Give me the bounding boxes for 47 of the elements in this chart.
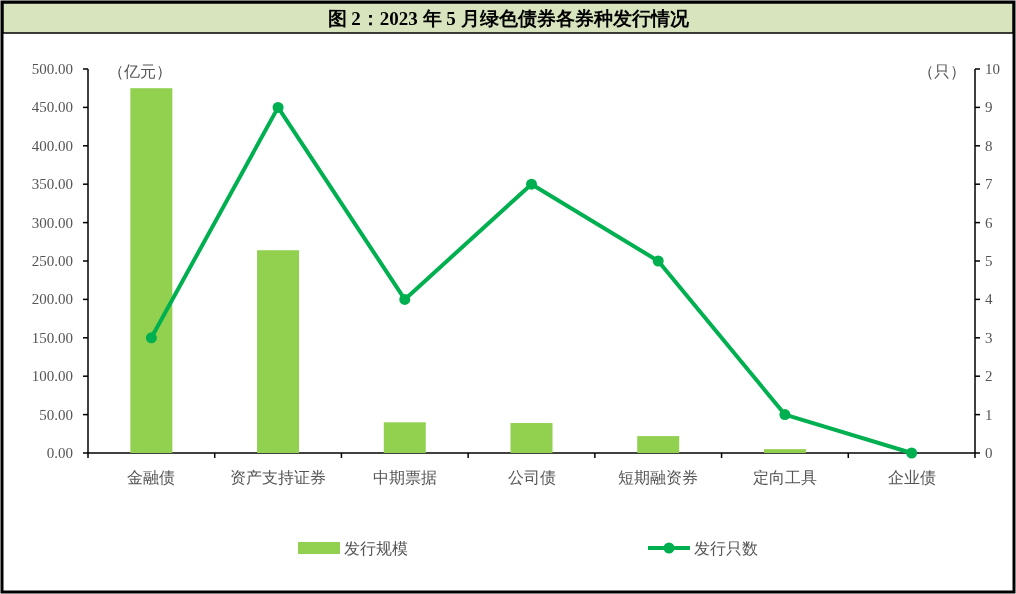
x-tick-label: 企业债	[887, 469, 936, 486]
y2-tick-label: 3	[985, 329, 993, 346]
y-tick-label: 500.00	[31, 61, 73, 77]
x-tick-label: 短期融资券	[618, 469, 699, 486]
x-tick-label: 公司债	[507, 469, 556, 486]
bar	[383, 422, 426, 453]
bar	[637, 436, 680, 453]
y2-tick-label: 1	[985, 406, 993, 423]
y2-tick-label: 2	[985, 368, 993, 385]
x-tick-label: 金融债	[127, 469, 176, 486]
bar	[510, 423, 553, 453]
legend-label: 发行规模	[344, 540, 408, 557]
y2-tick-label: 6	[985, 214, 993, 231]
y2-tick-label: 8	[985, 137, 993, 154]
y-tick-label: 350.00	[31, 176, 73, 193]
y2-tick-label: 0	[985, 445, 993, 461]
chart-title: 图 2：2023 年 5 月绿色债券各券种发行情况	[327, 8, 690, 29]
point	[145, 332, 157, 344]
y2-tick-label: 5	[985, 253, 993, 269]
point	[526, 178, 537, 190]
y-tick-label: 400.00	[31, 137, 73, 154]
y2-axis-title: （只）	[918, 63, 966, 80]
bar	[130, 88, 173, 453]
y-tick-label: 200.00	[31, 291, 73, 308]
point	[779, 409, 791, 421]
y2-tick-label: 10	[985, 61, 1000, 77]
point	[906, 447, 918, 459]
point	[652, 255, 664, 267]
y2-tick-label: 9	[985, 99, 993, 116]
y-tick-label: 300.00	[31, 214, 73, 231]
point	[399, 293, 411, 305]
y-tick-label: 50.00	[39, 406, 73, 423]
y-tick-label: 450.00	[31, 99, 73, 116]
y-axis-title: （亿元）	[108, 63, 172, 80]
legend-label: 发行只数	[694, 540, 758, 557]
x-tick-label: 资产支持证券	[230, 469, 327, 486]
x-tick-label: 中期票据	[372, 469, 437, 486]
y2-tick-label: 7	[985, 176, 993, 193]
y2-tick-label: 4	[985, 291, 993, 308]
y-tick-label: 0.00	[46, 445, 73, 461]
y-tick-label: 250.00	[31, 253, 73, 269]
bar	[763, 449, 806, 453]
x-tick-label: 定向工具	[752, 469, 817, 486]
y-tick-label: 100.00	[31, 368, 73, 385]
bar	[257, 250, 300, 453]
point	[272, 101, 284, 113]
y-tick-label: 150.00	[31, 329, 73, 346]
